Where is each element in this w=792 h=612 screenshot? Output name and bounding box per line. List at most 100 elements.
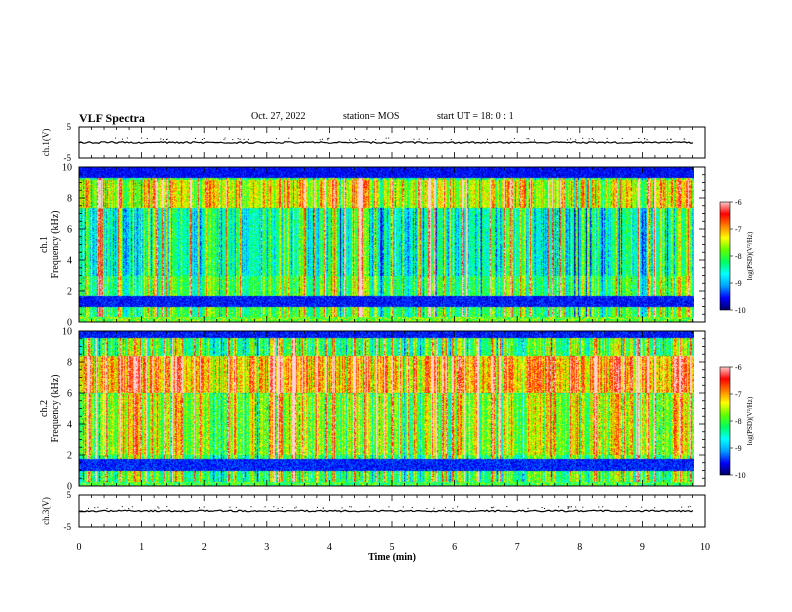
waveform-noise-dot xyxy=(681,506,683,508)
waveform-noise-dot xyxy=(341,507,343,509)
waveform-noise-dot xyxy=(570,506,572,508)
waveform-noise-dot xyxy=(621,138,623,140)
waveform-noise-dot xyxy=(527,507,529,509)
waveform-noise-dot xyxy=(201,139,203,140)
waveform-noise-dot xyxy=(418,138,420,140)
y-tick-label: 2 xyxy=(67,451,72,462)
station-label: station= MOS xyxy=(343,111,400,122)
waveform-noise-dot xyxy=(566,139,568,141)
waveform-noise-dot xyxy=(513,138,515,140)
waveform-noise-dot xyxy=(569,506,571,508)
waveform-noise-dot xyxy=(97,506,99,508)
waveform-noise-dot xyxy=(250,506,252,508)
y-tick-label: 10 xyxy=(62,163,72,174)
waveform-noise-dot xyxy=(582,137,584,139)
waveform-noise-dot xyxy=(239,138,241,140)
ch1-colorbar xyxy=(719,201,731,311)
ch2-spectrogram-image xyxy=(79,331,694,486)
x-tick-label: 7 xyxy=(515,542,520,553)
colorbar-tick-label: -8 xyxy=(735,252,742,261)
ch2-ylabel: ch.2 xyxy=(39,400,50,417)
y-tick-label: 8 xyxy=(67,358,72,369)
waveform-noise-dot xyxy=(558,506,560,508)
waveform-noise-dot xyxy=(606,137,608,139)
y-tick-label: 0 xyxy=(67,482,72,493)
waveform-noise-dot xyxy=(223,139,225,141)
waveform-noise-dot xyxy=(94,507,96,509)
waveform-noise-dot xyxy=(444,507,446,509)
waveform-noise-dot xyxy=(356,139,358,141)
waveform-noise-dot xyxy=(166,139,167,140)
waveform-noise-dot xyxy=(295,506,297,508)
waveform-noise-dot xyxy=(160,138,162,140)
waveform-noise-dot xyxy=(625,506,627,508)
waveform-noise-dot xyxy=(593,139,595,141)
waveform-noise-dot xyxy=(567,506,569,508)
x-tick-label: 8 xyxy=(577,542,582,553)
waveform-noise-dot xyxy=(235,506,237,508)
y-tick-label: 6 xyxy=(67,389,72,400)
waveform-noise-dot xyxy=(411,507,413,508)
ch2-colorbar-label: log(PSD)(V²/Hz) xyxy=(746,396,754,445)
waveform-noise-dot xyxy=(490,507,492,509)
figure-title: VLF Spectra xyxy=(79,111,145,125)
waveform-noise-dot xyxy=(602,506,604,508)
waveform-noise-dot xyxy=(689,506,691,508)
y-tick-label: -5 xyxy=(64,153,72,163)
waveform-noise-dot xyxy=(426,138,428,140)
waveform-noise-dot xyxy=(591,138,593,140)
waveform-noise-dot xyxy=(350,506,352,508)
waveform-noise-dot xyxy=(158,507,160,509)
waveform-noise-dot xyxy=(426,508,428,509)
colorbar-tick-label: -9 xyxy=(735,444,742,453)
waveform-noise-dot xyxy=(413,138,415,140)
waveform-noise-dot xyxy=(385,137,387,139)
waveform-noise-dot xyxy=(567,507,569,509)
waveform-noise-dot xyxy=(203,506,205,508)
x-tick-label: 6 xyxy=(452,542,457,553)
colorbar-tick-label: -7 xyxy=(735,225,742,234)
waveform-noise-dot xyxy=(687,506,689,508)
y-tick-label: 4 xyxy=(67,256,72,267)
y-tick-label: 2 xyxy=(67,287,72,298)
y-tick-label: 5 xyxy=(67,122,72,132)
waveform-noise-dot xyxy=(276,138,277,140)
y-tick-label: 0 xyxy=(67,318,72,329)
waveform-noise-dot xyxy=(277,507,279,509)
waveform-noise-dot xyxy=(273,506,275,508)
waveform-noise-dot xyxy=(115,137,117,139)
waveform-noise-dot xyxy=(582,506,584,508)
x-tick-label: 1 xyxy=(139,542,144,553)
waveform-noise-dot xyxy=(146,138,148,140)
waveform-noise-dot xyxy=(128,508,130,509)
x-axis-label: Time (min) xyxy=(368,552,416,563)
waveform-noise-dot xyxy=(388,506,390,508)
waveform-noise-dot xyxy=(670,138,672,140)
x-tick-label: 5 xyxy=(390,542,395,553)
waveform-noise-dot xyxy=(570,138,572,140)
waveform-noise-dot xyxy=(237,138,239,140)
waveform-noise-dot xyxy=(641,506,643,508)
waveform-noise-dot xyxy=(199,507,200,509)
waveform-noise-dot xyxy=(294,507,296,509)
waveform-noise-dot xyxy=(644,138,646,140)
y-tick-label: 8 xyxy=(67,194,72,205)
waveform-noise-dot xyxy=(121,506,123,508)
waveform-noise-dot xyxy=(457,506,459,508)
waveform-noise-dot xyxy=(349,139,351,141)
waveform-noise-dot xyxy=(203,138,205,139)
x-tick-label: 4 xyxy=(327,542,332,553)
waveform-noise-dot xyxy=(232,139,234,141)
waveform-noise-dot xyxy=(433,507,435,509)
colorbar-tick-label: -7 xyxy=(735,390,742,399)
waveform-noise-dot xyxy=(229,506,231,508)
waveform-noise-dot xyxy=(106,508,108,509)
waveform-noise-dot xyxy=(126,137,128,139)
waveform-noise-dot xyxy=(195,137,196,139)
colorbar-tick-label: -6 xyxy=(735,198,742,207)
ch3-ylabel: ch.3(V) xyxy=(41,497,51,525)
waveform-noise-dot xyxy=(354,138,356,140)
waveform-noise-dot xyxy=(166,138,168,140)
waveform-noise-dot xyxy=(452,507,454,509)
waveform-noise-dot xyxy=(598,506,600,508)
